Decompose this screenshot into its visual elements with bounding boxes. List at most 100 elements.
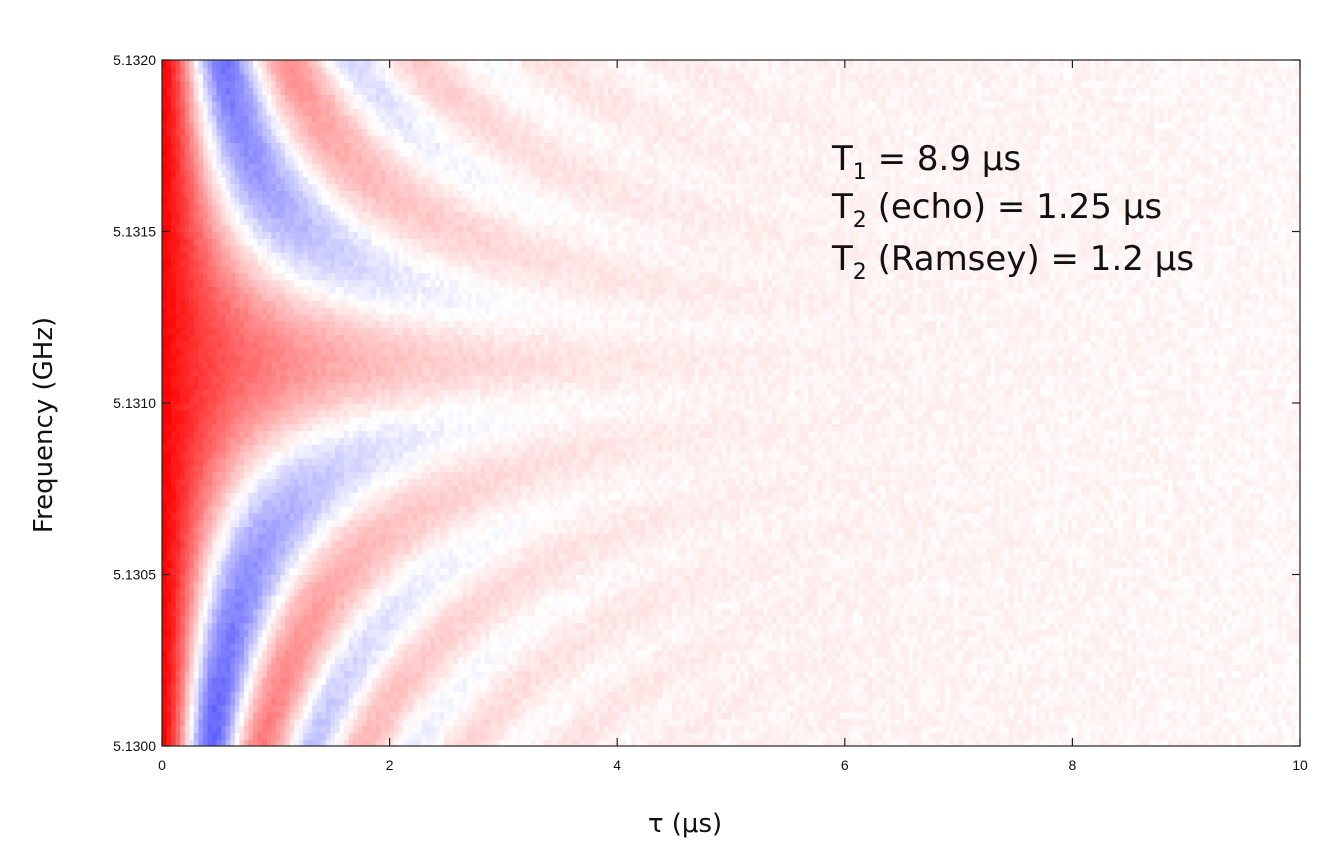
- heatmap-cell: [399, 616, 404, 623]
- heatmap-cell: [1168, 698, 1173, 705]
- heatmap-cell: [326, 664, 331, 671]
- heatmap-cell: [221, 650, 226, 657]
- heatmap-cell: [490, 609, 495, 616]
- heatmap-cell: [681, 698, 686, 705]
- heatmap-cell: [1186, 664, 1191, 671]
- heatmap-cell: [1118, 725, 1123, 732]
- heatmap-cell: [189, 650, 194, 657]
- heatmap-cell: [540, 684, 545, 691]
- heatmap-cell: [1027, 636, 1032, 643]
- heatmap-cell: [858, 616, 863, 623]
- heatmap-cell: [490, 616, 495, 623]
- heatmap-cell: [763, 636, 768, 643]
- heatmap-cell: [244, 636, 249, 643]
- heatmap-cell: [635, 629, 640, 636]
- heatmap-cell: [1077, 732, 1082, 739]
- heatmap-cell: [1209, 725, 1214, 732]
- heatmap-cell: [1095, 664, 1100, 671]
- heatmap-cell: [381, 691, 386, 698]
- heatmap-cell: [576, 609, 581, 616]
- heatmap-cell: [340, 629, 345, 636]
- heatmap-cell: [695, 719, 700, 726]
- heatmap-cell: [959, 677, 964, 684]
- heatmap-cell: [385, 684, 390, 691]
- heatmap-cell: [431, 623, 436, 630]
- heatmap-cell: [895, 623, 900, 630]
- heatmap-cell: [1163, 616, 1168, 623]
- heatmap-cell: [658, 657, 663, 664]
- heatmap-cell: [950, 677, 955, 684]
- heatmap-cell: [799, 677, 804, 684]
- heatmap-cell: [1059, 712, 1064, 719]
- heatmap-cell: [690, 629, 695, 636]
- heatmap-cell: [226, 719, 231, 726]
- heatmap-cell: [467, 650, 472, 657]
- heatmap-cell: [490, 643, 495, 650]
- heatmap-cell: [198, 691, 203, 698]
- heatmap-cell: [535, 671, 540, 678]
- heatmap-cell: [563, 712, 568, 719]
- heatmap-cell: [472, 664, 477, 671]
- heatmap-cell: [280, 616, 285, 623]
- heatmap-cell: [1036, 719, 1041, 726]
- heatmap-cell: [872, 725, 877, 732]
- heatmap-cell: [717, 650, 722, 657]
- heatmap-cell: [672, 691, 677, 698]
- heatmap-cell: [877, 671, 882, 678]
- heatmap-cell: [217, 684, 222, 691]
- heatmap-cell: [617, 691, 622, 698]
- heatmap-cell: [1195, 623, 1200, 630]
- heatmap-cell: [1182, 616, 1187, 623]
- heatmap-cell: [1182, 623, 1187, 630]
- heatmap-cell: [1072, 657, 1077, 664]
- heatmap-cell: [567, 732, 572, 739]
- heatmap-cell: [235, 719, 240, 726]
- heatmap-cell: [431, 698, 436, 705]
- heatmap-cell: [895, 650, 900, 657]
- heatmap-cell: [654, 712, 659, 719]
- heatmap-cell: [799, 664, 804, 671]
- heatmap-cell: [271, 712, 276, 719]
- heatmap-cell: [349, 629, 354, 636]
- heatmap-cell: [1113, 684, 1118, 691]
- heatmap-cell: [672, 719, 677, 726]
- heatmap-cell: [1109, 629, 1114, 636]
- heatmap-cell: [371, 650, 376, 657]
- heatmap-cell: [1195, 732, 1200, 739]
- heatmap-cell: [1095, 698, 1100, 705]
- heatmap-cell: [777, 719, 782, 726]
- heatmap-cell: [1277, 712, 1282, 719]
- heatmap-cell: [203, 719, 208, 726]
- heatmap-cell: [239, 719, 244, 726]
- heatmap-cell: [722, 616, 727, 623]
- heatmap-cell: [804, 643, 809, 650]
- heatmap-cell: [708, 705, 713, 712]
- heatmap-cell: [808, 719, 813, 726]
- heatmap-cell: [1027, 657, 1032, 664]
- heatmap-cell: [1268, 636, 1273, 643]
- heatmap-cell: [1291, 629, 1296, 636]
- heatmap-cell: [381, 650, 386, 657]
- heatmap-cell: [713, 719, 718, 726]
- heatmap-cell: [1223, 629, 1228, 636]
- heatmap-cell: [212, 719, 217, 726]
- heatmap-cell: [1227, 629, 1232, 636]
- heatmap-cell: [954, 636, 959, 643]
- heatmap-cell: [1163, 664, 1168, 671]
- heatmap-cell: [795, 643, 800, 650]
- heatmap-cell: [1159, 609, 1164, 616]
- heatmap-cell: [449, 616, 454, 623]
- heatmap-cell: [189, 636, 194, 643]
- heatmap-cell: [462, 650, 467, 657]
- heatmap-cell: [462, 664, 467, 671]
- heatmap-cell: [745, 629, 750, 636]
- heatmap-cell: [335, 671, 340, 678]
- heatmap-cell: [253, 732, 258, 739]
- heatmap-cell: [412, 705, 417, 712]
- heatmap-cell: [1036, 725, 1041, 732]
- heatmap-cell: [558, 664, 563, 671]
- heatmap-cell: [472, 629, 477, 636]
- heatmap-cell: [340, 732, 345, 739]
- heatmap-cell: [1286, 657, 1291, 664]
- heatmap-cell: [358, 691, 363, 698]
